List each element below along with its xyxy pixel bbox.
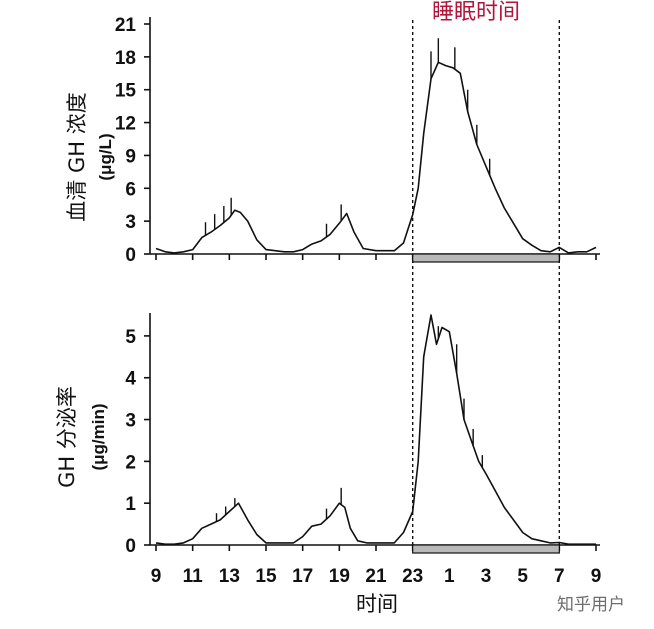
- top-series-line: [155, 61, 597, 254]
- top-y-tick-label: 0: [125, 245, 136, 266]
- top-y-tick-label: 15: [115, 81, 137, 102]
- x-tick-label: 1: [444, 566, 455, 587]
- bottom-y-tick-label: 3: [125, 411, 136, 432]
- top-y-tick-label: 12: [115, 114, 136, 135]
- sleep-period-label: 睡眠时间: [432, 0, 520, 25]
- x-tick-label: 13: [219, 566, 240, 587]
- top-y-tick-label: 9: [125, 146, 136, 167]
- bottom-y-tick-label: 5: [125, 327, 136, 348]
- top-sleep-bar: [412, 253, 560, 263]
- x-tick-label: 15: [255, 566, 277, 587]
- x-tick-label: 21: [365, 566, 387, 587]
- bottom-sleep-bar: [412, 544, 560, 554]
- x-tick-label: 23: [402, 566, 423, 587]
- x-tick-label: 19: [329, 566, 350, 587]
- watermark: 知乎用户: [557, 595, 625, 615]
- top-y-axis-unit: (μg/L): [96, 133, 115, 180]
- bottom-y-tick-label: 4: [125, 369, 136, 390]
- top-y-tick-label: 6: [125, 179, 136, 200]
- bottom-y-tick-label: 0: [125, 536, 136, 557]
- x-tick-label: 9: [591, 566, 602, 587]
- x-tick-label: 7: [554, 566, 565, 587]
- bottom-y-axis-label: GH 分泌率: [55, 386, 79, 488]
- bottom-y-axis-unit: (μg/min): [89, 403, 108, 470]
- top-y-tick-label: 3: [125, 212, 136, 233]
- x-tick-label: 5: [517, 566, 528, 587]
- top-y-tick-label: 21: [115, 15, 137, 36]
- x-axis-label: 时间: [356, 592, 398, 616]
- x-tick-label: 11: [183, 566, 204, 587]
- bottom-y-tick-label: 2: [125, 452, 136, 473]
- x-tick-label: 3: [481, 566, 492, 587]
- bottom-series-line: [155, 314, 596, 545]
- top-y-axis-label: 血清 GH 浓度: [65, 92, 89, 221]
- x-tick-label: 17: [292, 566, 313, 587]
- top-y-tick-label: 18: [115, 48, 136, 69]
- bottom-y-tick-label: 1: [125, 494, 136, 515]
- x-tick-label: 9: [151, 566, 162, 587]
